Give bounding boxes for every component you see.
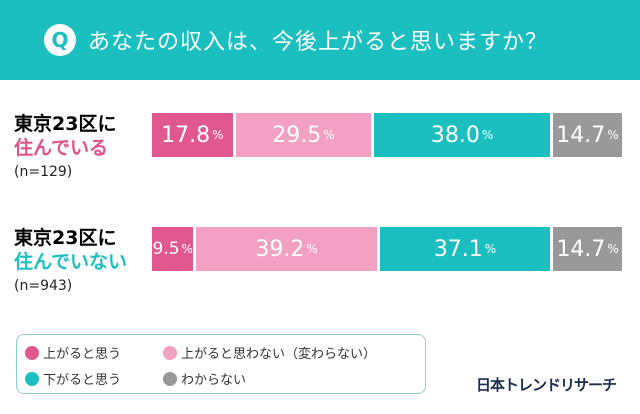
legend-dot xyxy=(163,371,177,386)
sample-size: (n=943) xyxy=(14,278,73,294)
bar-segment-1-2: 37.1% xyxy=(379,227,554,271)
legend-dot xyxy=(163,345,177,360)
row-label-line1: 東京23区に xyxy=(14,113,117,135)
row-label-line2: 住んでいる xyxy=(14,137,109,159)
data-label: 14.7 xyxy=(556,236,606,262)
legend-item-2: 下がると思う xyxy=(25,369,121,388)
legend-label: 上がると思う xyxy=(43,347,122,362)
data-label-unit: % xyxy=(212,128,224,142)
data-label-unit: % xyxy=(306,242,318,256)
data-label: 38.0 xyxy=(430,122,480,148)
bar-segment-0-2: 38.0% xyxy=(374,113,553,157)
legend-label: 下がると思う xyxy=(43,373,122,388)
question-icon: Q xyxy=(44,24,76,56)
data-label: 9.5 xyxy=(152,239,180,259)
bar-segment-0-1: 29.5% xyxy=(235,113,375,157)
row-label-1: 東京23区に 住んでいない (n=943) xyxy=(14,226,127,298)
bar-row-0: 17.8% 29.5% 38.0% 14.7% xyxy=(152,113,622,157)
legend-label: わからない xyxy=(181,373,247,388)
legend-label: 上がると思わない（変わらない） xyxy=(181,347,377,362)
sample-size: (n=129) xyxy=(14,164,73,180)
data-label: 29.5 xyxy=(272,122,322,148)
row-label-line2: 住んでいない xyxy=(14,251,128,273)
row-label-line1: 東京23区に xyxy=(14,227,117,249)
bar-row-1: 9.5% 39.2% 37.1% 14.7% xyxy=(152,227,622,271)
legend-item-0: 上がると思う xyxy=(25,343,121,362)
bar-segment-0-3: 14.7% xyxy=(552,113,622,157)
legend-item-1: 上がると思わない（変わらない） xyxy=(163,343,376,362)
legend-dot xyxy=(25,345,39,360)
legend-dot xyxy=(25,371,39,386)
header: Q あなたの収入は、今後上がると思いますか？ xyxy=(0,0,640,80)
bar-segment-1-3: 14.7% xyxy=(553,227,622,271)
legend-item-3: わからない xyxy=(163,369,246,388)
data-label: 17.8 xyxy=(161,122,211,148)
data-label: 14.7 xyxy=(556,122,606,148)
legend: 上がると思う 上がると思わない（変わらない） 下がると思う わからない xyxy=(16,334,426,394)
logo: 日本トレンドリサーチ xyxy=(476,376,617,394)
data-label-unit: % xyxy=(607,128,619,142)
bar-segment-1-1: 39.2% xyxy=(196,227,380,271)
data-label-unit: % xyxy=(323,128,335,142)
data-label-unit: % xyxy=(181,242,193,256)
data-label: 39.2 xyxy=(255,236,305,262)
page-title: あなたの収入は、今後上がると思いますか？ xyxy=(88,30,549,55)
bar-segment-0-0: 17.8% xyxy=(152,113,236,157)
data-label-unit: % xyxy=(484,242,497,256)
data-label-unit: % xyxy=(607,242,619,256)
data-label-unit: % xyxy=(481,128,494,142)
bar-segment-1-0: 9.5% xyxy=(152,227,197,271)
data-label: 37.1 xyxy=(433,236,483,262)
row-label-0: 東京23区に 住んでいる (n=129) xyxy=(14,112,116,184)
